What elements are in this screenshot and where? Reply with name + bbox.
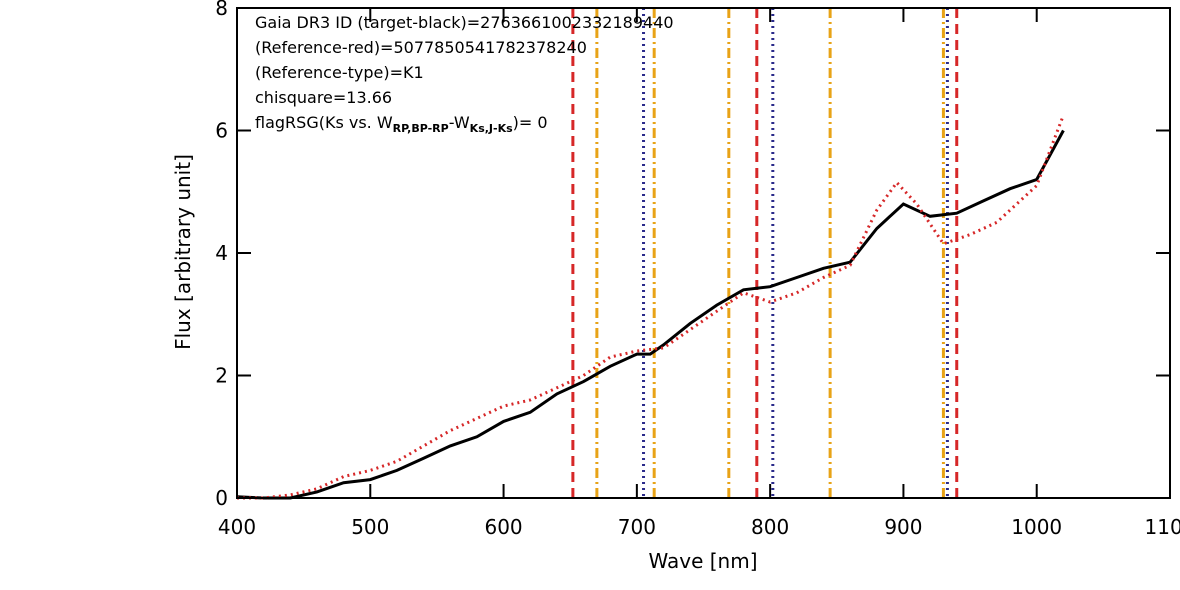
y-tick-label: 4 — [215, 241, 228, 265]
annotation-part: RP,BP-RP — [393, 122, 449, 135]
x-tick-label: 400 — [218, 515, 256, 539]
y-axis-label: Flux [arbitrary unit] — [171, 154, 195, 350]
y-tick-label: 0 — [215, 486, 228, 510]
x-axis-label: Wave [nm] — [648, 549, 757, 573]
annotation: chisquare=13.66 — [255, 88, 392, 107]
annotation-part: )= 0 — [513, 113, 548, 132]
x-tick-label: 600 — [484, 515, 522, 539]
data-line — [236, 129, 1065, 500]
x-tick-label: 500 — [351, 515, 389, 539]
annotation: Gaia DR3 ID (target-black)=2763661002332… — [255, 13, 674, 32]
x-tick-label: 900 — [884, 515, 922, 539]
x-tick-label: 1000 — [1011, 515, 1062, 539]
annotation-part: Ks,J-Ks — [470, 122, 513, 135]
annotation: (Reference-type)=K1 — [255, 63, 424, 82]
annotation: flagRSG(Ks vs. WRP,BP-RP-WKs,J-Ks)= 0 — [255, 113, 548, 135]
annotation-part: -W — [449, 113, 470, 132]
y-tick-label: 2 — [215, 364, 228, 388]
annotation: (Reference-red)=5077850541782378240 — [255, 38, 587, 57]
y-tick-label: 8 — [215, 0, 228, 20]
y-tick-label: 6 — [215, 119, 228, 143]
x-tick-label: 700 — [618, 515, 656, 539]
annotation-part: flagRSG(Ks vs. W — [255, 113, 393, 132]
data-line — [237, 114, 1065, 500]
x-tick-label: 800 — [751, 515, 789, 539]
